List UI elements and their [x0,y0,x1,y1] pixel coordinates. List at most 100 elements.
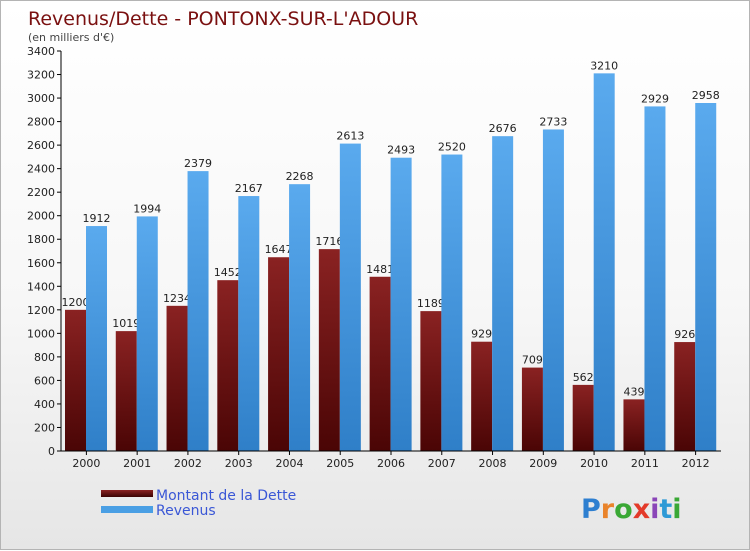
y-tick-label: 0 [48,445,55,458]
value-label-debt-2008: 929 [471,328,492,341]
value-label-revenue-2009: 2733 [539,115,567,128]
bar-debt-2000 [65,309,86,451]
value-label-debt-2012: 926 [674,328,695,341]
x-tick-label: 2010 [580,457,608,470]
value-label-revenue-2008: 2676 [489,122,517,135]
y-tick-label: 1600 [27,257,55,270]
x-tick-label: 2008 [479,457,507,470]
value-label-revenue-2012: 2958 [692,89,720,102]
x-tick-label: 2002 [174,457,202,470]
bar-debt-2011 [623,399,645,451]
value-label-revenue-2000: 1912 [83,212,111,225]
y-tick-label: 1400 [27,280,55,293]
bar-revenue-2009 [542,129,564,451]
value-label-debt-2000: 1200 [62,296,90,309]
logo-letter: t [659,494,672,525]
bar-debt-2009 [521,367,543,451]
bar-debt-2003 [217,280,239,451]
value-label-revenue-2005: 2613 [336,130,364,143]
value-label-debt-2003: 1452 [214,266,242,279]
value-label-debt-2005: 1716 [315,235,343,248]
value-label-debt-2002: 1234 [163,292,191,305]
bar-revenue-2007 [441,154,463,451]
legend-swatch-revenue [101,506,153,513]
y-tick-label: 800 [34,351,55,364]
logo-letter: i [650,494,659,525]
bar-debt-2007 [420,311,442,451]
x-tick-label: 2012 [682,457,710,470]
bar-revenue-2008 [492,136,514,452]
bar-debt-2005 [318,249,340,451]
bar-revenue-2001 [136,216,158,451]
x-tick-label: 2004 [275,457,303,470]
bar-revenue-2004 [289,184,311,452]
logo-letter: x [633,494,650,525]
bar-debt-2008 [471,341,493,451]
legend-swatch-debt [101,490,153,497]
y-tick-label: 200 [34,421,55,434]
y-tick-label: 3200 [27,69,55,82]
value-label-debt-2001: 1019 [112,317,140,330]
y-tick-label: 2000 [27,210,55,223]
bar-debt-2010 [572,384,594,451]
y-tick-label: 3000 [27,92,55,105]
legend-label-revenue: Revenus [156,503,216,519]
value-label-debt-2006: 1481 [366,263,394,276]
bar-revenue-2002 [187,171,209,451]
proxiti-logo: Proxiti [581,494,682,525]
bar-revenue-2006 [390,157,412,452]
value-label-revenue-2001: 1994 [133,202,161,215]
x-tick-label: 2003 [225,457,253,470]
y-tick-label: 400 [34,398,55,411]
bars: 926 439 562 709 929 1189 1481 1716 1647 1452 1234 1… [62,73,717,452]
x-tick-label: 2006 [377,457,405,470]
bar-revenue-2010 [593,73,615,452]
y-tick-label: 2200 [27,186,55,199]
y-axis: 0 200 400 600 800 1000 1200 1400 1600 1800 2000 220… [27,45,62,458]
value-label-debt-2010: 562 [573,371,594,384]
legend: Montant de la Dette Revenus [101,488,296,519]
logo-letter: P [581,494,601,525]
y-tick-label: 2800 [27,116,55,129]
y-tick-label: 600 [34,374,55,387]
logo-letter: r [601,494,615,525]
value-label-revenue-2010: 3210 [590,59,618,72]
logo-letter: i [672,494,681,525]
x-tick-label: 2000 [72,457,100,470]
logo-letter: o [614,494,633,525]
bar-debt-2002 [166,305,188,451]
x-axis: 2000 2001 2002 2003 2004 2005 2006 2007 2008 2009… [61,450,721,470]
value-label-revenue-2003: 2167 [235,182,263,195]
value-label-debt-2007: 1189 [417,297,445,310]
y-tick-label: 2400 [27,163,55,176]
x-tick-label: 2009 [529,457,557,470]
x-tick-label: 2001 [123,457,151,470]
x-tick-label: 2011 [631,457,659,470]
x-tick-label: 2005 [326,457,354,470]
bar-revenue-2000 [86,226,107,451]
x-tick-label: 2007 [428,457,456,470]
chart-subtitle: (en milliers d'€) [28,31,114,44]
value-label-revenue-2006: 2493 [387,144,415,157]
value-label-debt-2004: 1647 [265,243,293,256]
bar-revenue-2005 [339,143,361,451]
bar-debt-2012 [674,342,696,451]
bar-debt-2006 [369,276,391,451]
legend-label-debt: Montant de la Dette [156,488,296,504]
y-tick-label: 2600 [27,139,55,152]
value-label-revenue-2004: 2268 [286,170,314,183]
y-tick-label: 3400 [27,45,55,58]
value-labels: 1912 1994 2379 2167 2268 2613 2493 2520 2676 2733… [83,59,720,225]
y-tick-label: 1000 [27,327,55,340]
bar-revenue-2012 [695,103,717,451]
bar-debt-2004 [268,257,290,451]
y-tick-label: 1200 [27,304,55,317]
value-label-revenue-2011: 2929 [641,92,669,105]
value-label-revenue-2007: 2520 [438,141,466,154]
bar-debt-2001 [115,331,137,451]
value-label-debt-2009: 709 [522,354,543,367]
chart-title: Revenus/Dette - PONTONX-SUR-L'ADOUR [28,8,418,30]
y-tick-label: 1800 [27,233,55,246]
